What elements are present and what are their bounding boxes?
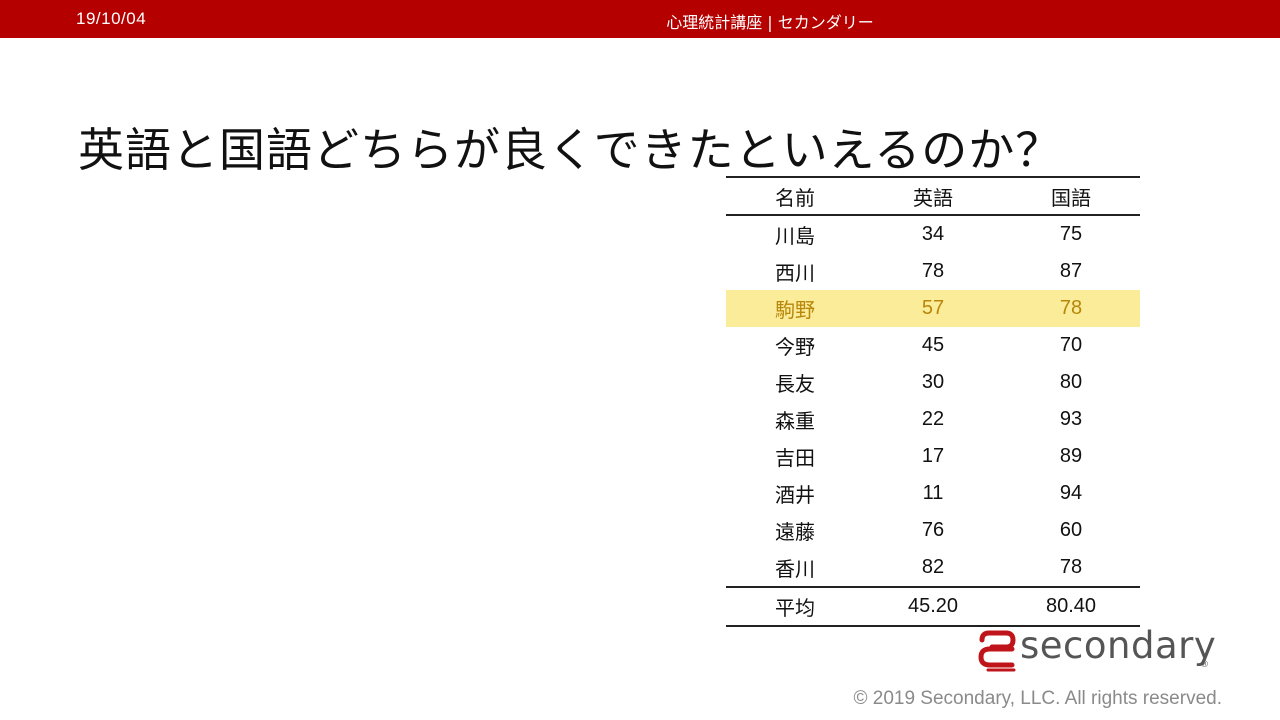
header-date: 19/10/04 (76, 9, 147, 28)
cell-japanese: 60 (1059, 519, 1083, 541)
table-footer-row: 平均 45.20 80.40 (726, 587, 1140, 626)
cell-english: 57 (864, 290, 1002, 327)
cell-name: 森重 (775, 409, 815, 433)
cell-english: 45 (921, 334, 945, 356)
cell-english: 78 (921, 260, 945, 282)
secondary-logo-icon (978, 630, 1016, 672)
cell-english: 11 (922, 482, 944, 504)
table-row: 遠藤 76 60 (726, 512, 1140, 549)
cell-name: 今野 (775, 335, 815, 359)
cell-japanese: 80 (1059, 371, 1083, 393)
header-english: 英語 (913, 185, 953, 210)
logo-text: secondary (1020, 624, 1217, 667)
table-row: 西川 78 87 (726, 253, 1140, 290)
cell-japanese: 93 (1059, 408, 1083, 430)
logo-registered-mark: ® (1200, 660, 1209, 670)
footer-english: 45.20 (907, 595, 959, 617)
table-row-highlighted: 駒野 57 78 (726, 290, 1140, 327)
cell-name: 川島 (775, 224, 815, 248)
table-row: 吉田 17 89 (726, 438, 1140, 475)
header-bar: 19/10/04 心理統計講座 | セカンダリー (0, 0, 1280, 38)
cell-japanese: 78 (1002, 290, 1140, 327)
header-japanese: 国語 (1051, 185, 1091, 210)
table-row: 長友 30 80 (726, 364, 1140, 401)
cell-english: 82 (921, 556, 945, 578)
cell-japanese: 70 (1059, 334, 1083, 356)
table-row: 川島 34 75 (726, 215, 1140, 253)
table-row: 酒井 11 94 (726, 475, 1140, 512)
cell-name: 香川 (775, 557, 815, 581)
slide-title: 英語と国語どちらが良くできたといえるのか？ (78, 122, 1063, 177)
cell-english: 30 (921, 371, 945, 393)
header-name: 名前 (775, 185, 815, 210)
cell-english: 22 (921, 408, 945, 430)
cell-japanese: 94 (1059, 482, 1083, 504)
cell-english: 34 (921, 223, 945, 245)
cell-name: 酒井 (775, 483, 815, 507)
table-header-row: 名前 英語 国語 (726, 177, 1140, 215)
cell-japanese: 89 (1059, 445, 1083, 467)
secondary-logo: secondary ® (972, 624, 1217, 676)
table-row: 香川 82 78 (726, 549, 1140, 587)
table-row: 今野 45 70 (726, 327, 1140, 364)
header-title: 心理統計講座 | セカンダリー (666, 13, 874, 32)
cell-japanese: 87 (1059, 260, 1083, 282)
footer-japanese: 80.40 (1045, 595, 1097, 617)
table-row: 森重 22 93 (726, 401, 1140, 438)
copyright: © 2019 Secondary, LLC. All rights reserv… (853, 688, 1222, 709)
cell-japanese: 78 (1059, 556, 1083, 578)
cell-japanese: 75 (1059, 223, 1083, 245)
score-table: 名前 英語 国語 川島 34 75 西川 78 87 駒野 57 78 今野 4… (726, 176, 1140, 627)
cell-english: 76 (921, 519, 945, 541)
cell-name: 吉田 (775, 446, 815, 470)
cell-english: 17 (921, 445, 945, 467)
cell-name: 駒野 (726, 290, 864, 327)
cell-name: 西川 (775, 261, 815, 285)
cell-name: 長友 (775, 372, 815, 396)
cell-name: 遠藤 (775, 520, 815, 544)
footer-name: 平均 (775, 596, 815, 620)
